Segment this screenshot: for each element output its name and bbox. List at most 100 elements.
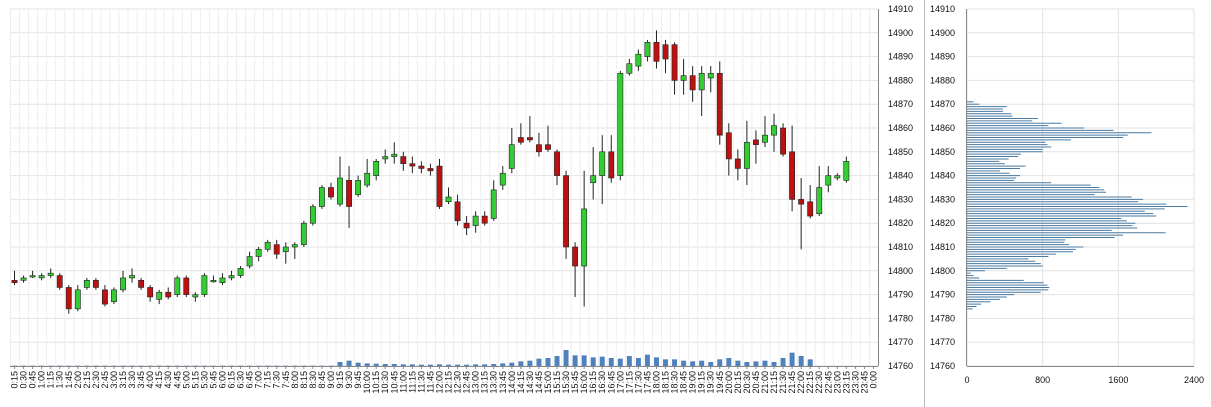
volume-bar <box>653 357 659 366</box>
volume-bar <box>364 363 370 366</box>
x-tick-label: 4:45 <box>172 371 182 389</box>
x-tick-label: 16:45 <box>606 371 616 394</box>
x-tick-label: 21:45 <box>787 371 797 394</box>
x-tick-label: 18:00 <box>651 371 661 394</box>
candle-down <box>653 42 660 62</box>
volume-bar <box>400 364 406 366</box>
x-tick-label: 23:00 <box>832 371 842 394</box>
candle-up <box>156 291 163 300</box>
x-tick-label: 23:15 <box>841 371 851 394</box>
y-tick-label: 14830 <box>930 194 955 204</box>
x-tick-label: 0:00 <box>868 371 878 389</box>
candle-up <box>47 272 54 276</box>
x-tick-label: 21:30 <box>778 371 788 394</box>
candle-up <box>382 156 389 160</box>
candle-up <box>246 256 253 267</box>
x-tick-label: 9:00 <box>326 371 336 389</box>
volume-bar <box>771 362 777 366</box>
x-tick-label: 13:00 <box>471 371 481 394</box>
x-tick-label: 19:00 <box>688 371 698 394</box>
y-tick-label: 14810 <box>930 242 955 252</box>
y-tick-label: 14760 <box>888 361 913 371</box>
x-tick-label: 20:45 <box>751 371 761 394</box>
candle-up <box>680 75 687 81</box>
x-tick-label: 8:00 <box>290 371 300 389</box>
y-tick-label: 14870 <box>930 99 955 109</box>
candle-down <box>427 168 434 172</box>
x-tick-label: 8:15 <box>299 371 309 389</box>
x-tick-label: 0:15 <box>10 371 20 389</box>
x-tick-label: 18:30 <box>670 371 680 394</box>
candle-down <box>65 287 72 310</box>
volume-bar <box>581 355 587 366</box>
volume-bar <box>409 364 415 366</box>
x-tick-label: 22:15 <box>805 371 815 394</box>
volume-bar <box>717 359 723 366</box>
x-tick-label: 3:45 <box>136 371 146 389</box>
x-tick-label: 0:30 <box>19 371 29 389</box>
x-tick-label: 0:45 <box>28 371 38 389</box>
volume-bar <box>446 364 452 366</box>
x-tick-label: 7:00 <box>254 371 264 389</box>
y-tick-label: 14890 <box>888 52 913 62</box>
x-tick-label: 15:45 <box>570 371 580 394</box>
candle-up <box>490 189 497 219</box>
x-tick-label: 10:00 <box>362 371 372 394</box>
x-tick-label: 6:00 <box>217 371 227 389</box>
y-tick-label: 14910 <box>888 4 913 14</box>
y-tick-label: 14850 <box>930 147 955 157</box>
candle-down <box>789 151 796 200</box>
x-tick-label: 2:45 <box>100 371 110 389</box>
x-tick-label: 13:45 <box>498 371 508 394</box>
candle-down <box>454 201 461 222</box>
candle-up <box>499 172 506 186</box>
volume-bar <box>744 362 750 366</box>
x-tick-label: 16:15 <box>588 371 598 394</box>
x-tick-label: 13:30 <box>489 371 499 394</box>
candle-down <box>554 151 560 176</box>
volume-bar <box>391 364 397 366</box>
volume-bar <box>509 362 515 366</box>
candle-up <box>635 53 642 67</box>
x-tick-label: 1600 <box>1108 375 1128 385</box>
x-tick-label: 20:15 <box>733 371 743 394</box>
x-tick-label: 7:30 <box>272 371 282 389</box>
volume-bar <box>644 354 650 366</box>
candle-down <box>798 199 805 205</box>
x-tick-label: 17:00 <box>615 371 625 394</box>
candle-up <box>364 172 371 186</box>
y-tick-label: 14780 <box>888 313 913 323</box>
x-tick-label: 6:15 <box>227 371 237 389</box>
candle-up <box>20 277 27 281</box>
x-tick-label: 16:00 <box>579 371 589 394</box>
candle-up <box>83 280 90 288</box>
candle-up <box>210 280 217 283</box>
candle-down <box>563 175 569 248</box>
volume-bar <box>418 364 424 366</box>
volume-bar <box>491 364 497 366</box>
candle-down <box>56 275 63 288</box>
candle-down <box>545 144 551 150</box>
candle-down <box>147 287 154 298</box>
x-tick-label: 1:15 <box>46 371 56 389</box>
y-tick-label: 14840 <box>888 171 913 181</box>
volume-bar <box>382 364 388 366</box>
candle-down <box>608 151 615 179</box>
x-tick-label: 18:15 <box>661 371 671 394</box>
candle-up <box>111 289 117 303</box>
candle-up <box>762 134 768 143</box>
candle-down <box>273 244 280 255</box>
candle-up <box>38 275 45 279</box>
x-tick-label: 11:15 <box>407 371 417 393</box>
volume-bar <box>789 352 795 366</box>
x-tick-label: 10:45 <box>389 371 399 394</box>
x-tick-label: 1:30 <box>55 371 65 389</box>
candle-up <box>355 180 362 195</box>
volume-bar <box>527 360 533 366</box>
volume-bar <box>563 350 569 366</box>
volume-bar <box>464 364 470 366</box>
candle-down <box>346 180 352 207</box>
volume-bar <box>373 363 379 366</box>
x-tick-label: 800 <box>1035 375 1050 385</box>
candle-down <box>526 137 533 141</box>
